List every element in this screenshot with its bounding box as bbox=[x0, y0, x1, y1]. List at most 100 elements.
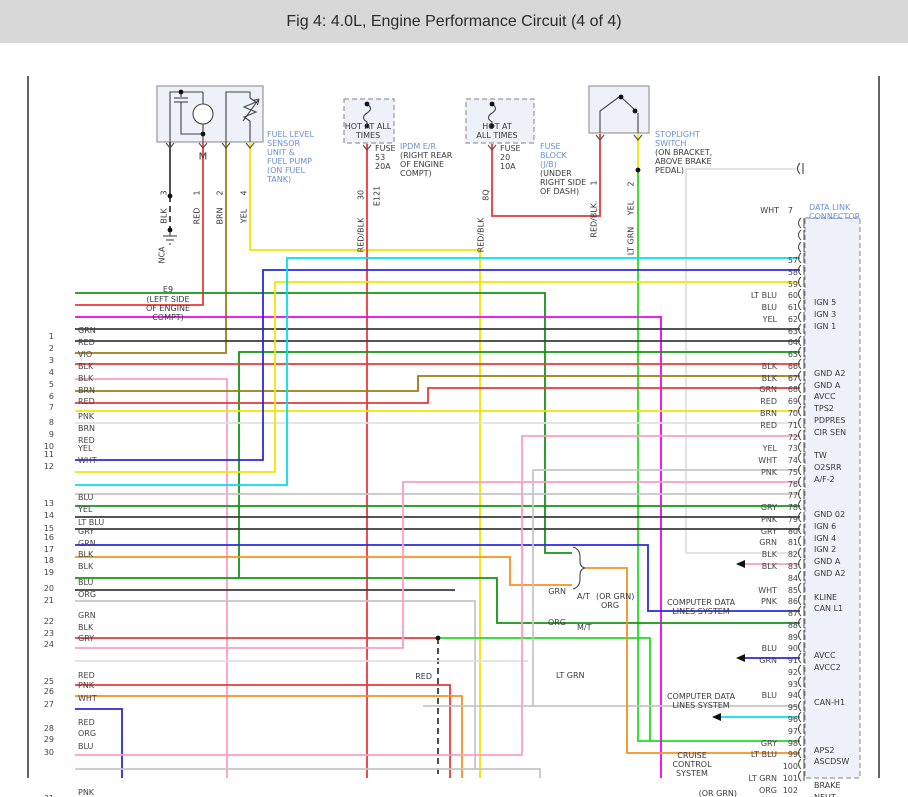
wire-org bbox=[585, 567, 800, 754]
diagram-label: 4 bbox=[239, 190, 249, 196]
wire-color-label: RED bbox=[78, 671, 95, 680]
right-pin-number: 100 bbox=[782, 762, 798, 771]
junction-dot bbox=[489, 123, 495, 129]
diagram-label: 53 bbox=[375, 153, 386, 162]
pin-bracket bbox=[798, 311, 802, 323]
left-pin-number: 12 bbox=[43, 462, 54, 471]
pin-function-label: BRAKE bbox=[814, 781, 841, 790]
junction-dot bbox=[635, 167, 641, 173]
wire-red bbox=[75, 142, 204, 306]
wire-color-label: WHT bbox=[758, 586, 777, 595]
down-arrow-icon bbox=[245, 142, 255, 149]
right-pin-number: 74 bbox=[787, 456, 798, 465]
diagram-label: SWITCH bbox=[655, 139, 687, 148]
down-arrow-icon bbox=[362, 144, 372, 151]
diagram-label: NCA bbox=[157, 246, 167, 264]
diagram-label: RIGHT SIDE bbox=[540, 178, 587, 187]
diagram-label: E9 bbox=[162, 285, 174, 294]
component-symbol bbox=[796, 162, 801, 175]
diagram-label: STOPLIGHT bbox=[655, 130, 701, 139]
pin-bracket bbox=[798, 335, 802, 347]
wire-color-label: LT GRN bbox=[748, 774, 777, 783]
left-pin-number: 2 bbox=[48, 344, 54, 353]
wire-color-label: GRN bbox=[759, 656, 777, 665]
pin-function-label: IGN 5 bbox=[814, 298, 837, 307]
right-pin-number: 61 bbox=[787, 303, 798, 312]
diagram-label: RED bbox=[192, 207, 202, 225]
wire-color-label: GRN bbox=[759, 385, 777, 394]
right-pin-number: 91 bbox=[787, 656, 798, 665]
wire-lt-grn bbox=[637, 170, 800, 742]
diagram-label: COMPT) bbox=[152, 313, 184, 322]
pin-bracket bbox=[798, 346, 802, 358]
diagram-label: ALL TIMES bbox=[476, 131, 518, 140]
diagram-label: FUEL PUMP bbox=[267, 157, 312, 166]
wire-red bbox=[75, 684, 451, 778]
wire-brn bbox=[75, 142, 227, 354]
wire-color-label: GRN bbox=[78, 326, 96, 335]
left-pin-number: 16 bbox=[43, 533, 54, 542]
junction-dot bbox=[618, 94, 624, 100]
right-pin-number: 90 bbox=[787, 644, 798, 653]
right-pin-number: 64 bbox=[787, 338, 798, 347]
right-pin-number: 70 bbox=[787, 409, 798, 418]
wire-color-label: BLU bbox=[761, 303, 777, 312]
pin-bracket bbox=[798, 594, 802, 606]
diagram-label: OF DASH) bbox=[540, 187, 580, 196]
pin-function-label: CAN L1 bbox=[814, 604, 844, 613]
figure-title-bar: Fig 4: 4.0L, Engine Performance Circuit … bbox=[0, 0, 908, 43]
wire-grn bbox=[75, 577, 800, 624]
wire-color-label: WHT bbox=[78, 456, 97, 465]
wire-color-label: BLK bbox=[78, 362, 94, 371]
pin-bracket bbox=[798, 770, 802, 782]
wire-color-label: BLK bbox=[761, 362, 777, 371]
wire-color-label: BLK bbox=[78, 562, 94, 571]
pin-bracket bbox=[798, 723, 802, 735]
pin-bracket bbox=[798, 429, 802, 441]
junction-dot bbox=[178, 89, 184, 95]
down-arrow-icon bbox=[198, 142, 208, 149]
diagram-label: BLOCK bbox=[540, 151, 567, 160]
diagram-label: 3 bbox=[159, 190, 169, 196]
diagram-label: ORG bbox=[547, 618, 566, 627]
right-pin-number: 80 bbox=[787, 527, 798, 536]
component-symbol bbox=[362, 103, 372, 126]
pin-bracket bbox=[798, 582, 802, 594]
pin-bracket bbox=[798, 523, 802, 535]
left-pin-number: 23 bbox=[43, 629, 54, 638]
pin-bracket bbox=[798, 323, 802, 335]
left-pin-number: 26 bbox=[43, 687, 54, 696]
diagram-label: CRUISE bbox=[677, 751, 707, 760]
wire-org bbox=[75, 695, 463, 778]
diagram-label: M/T bbox=[577, 623, 592, 632]
left-pin-number: 27 bbox=[43, 700, 54, 709]
down-arrow-icon bbox=[633, 134, 643, 141]
right-pin-number: 92 bbox=[787, 668, 798, 677]
left-pin-number: 25 bbox=[43, 677, 54, 686]
left-pin-number: 29 bbox=[43, 735, 54, 744]
component-symbol bbox=[242, 97, 258, 142]
wire-color-label: YEL bbox=[762, 444, 777, 453]
diagram-label: UNIT & bbox=[267, 148, 295, 157]
wire-color-label: WHT bbox=[78, 694, 97, 703]
pin-bracket bbox=[798, 758, 802, 770]
pin-function-label: IGN 6 bbox=[814, 522, 837, 531]
system-arrow-icon bbox=[736, 654, 745, 662]
diagram-label: IPDM E/R bbox=[400, 142, 437, 151]
pin-bracket bbox=[798, 476, 802, 488]
right-pin-number: 71 bbox=[787, 421, 798, 430]
diagram-label: GRN bbox=[548, 587, 566, 596]
diagram-label: RED bbox=[415, 672, 432, 681]
left-pin-number: 13 bbox=[43, 499, 54, 508]
diagram-label: WHT bbox=[760, 206, 779, 215]
pin-bracket bbox=[798, 735, 802, 747]
pin-function-label: A/F-2 bbox=[814, 475, 835, 484]
wire-color-label: BLU bbox=[78, 493, 94, 502]
diagram-label: RED/BLK bbox=[356, 217, 366, 253]
wire-color-label: YEL bbox=[78, 444, 93, 453]
left-pin-number: 22 bbox=[43, 617, 54, 626]
pin-bracket bbox=[798, 700, 802, 712]
wire-pnk bbox=[75, 378, 228, 778]
left-pin-number: 3 bbox=[48, 356, 54, 365]
pin-function-label: PDPRES bbox=[814, 416, 846, 425]
